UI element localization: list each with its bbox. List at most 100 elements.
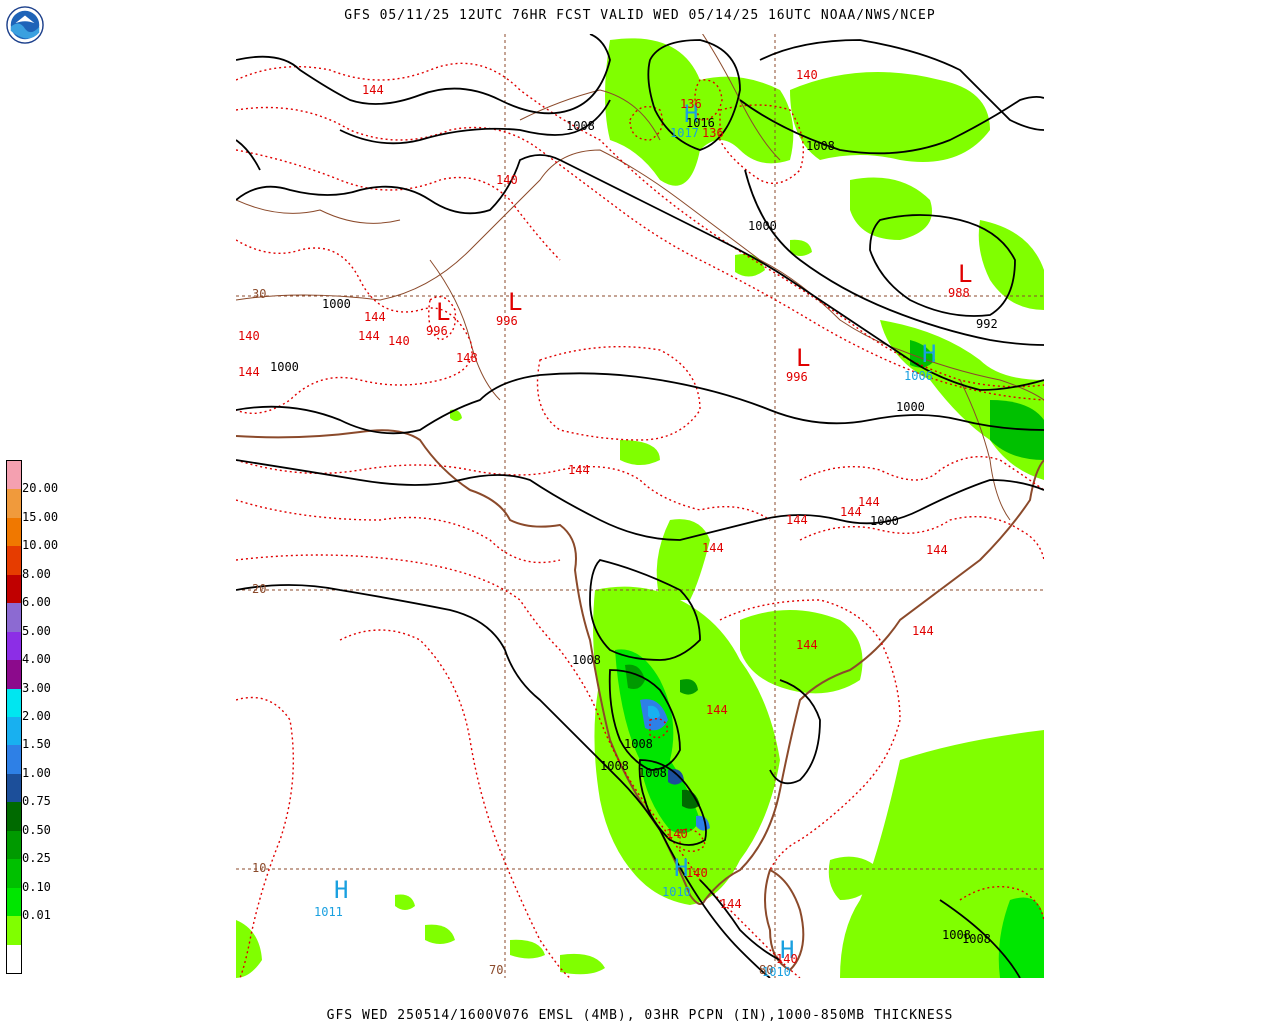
legend-swatch bbox=[7, 944, 21, 973]
thickness-label: 144 bbox=[706, 703, 728, 717]
isobar-label: 1000 bbox=[270, 360, 299, 374]
legend-swatch bbox=[7, 773, 21, 803]
isobar-label: 1008 bbox=[942, 928, 971, 942]
low-pressure-value: 996 bbox=[426, 324, 448, 338]
forecast-title: GFS 05/11/25 12UTC 76HR FCST VALID WED 0… bbox=[344, 8, 936, 23]
isobar-label: 1000 bbox=[870, 514, 899, 528]
legend-label: 3.00 bbox=[22, 680, 51, 695]
thickness-label: 144 bbox=[364, 310, 386, 324]
isobar-label: 1008 bbox=[962, 932, 991, 946]
precipitation-shading bbox=[236, 38, 1044, 978]
high-pressure-value: 1011 bbox=[314, 905, 343, 919]
legend-label: 0.10 bbox=[22, 879, 51, 894]
legend-label: 0.50 bbox=[22, 822, 51, 837]
thickness-label: 140 bbox=[776, 952, 798, 966]
thickness-label: 144 bbox=[796, 638, 818, 652]
legend-swatch bbox=[7, 916, 21, 945]
legend-label: 2.00 bbox=[22, 709, 51, 723]
thickness-label: 140 bbox=[238, 329, 260, 343]
legend-label: 20.00 bbox=[22, 481, 59, 496]
lon-label: 80 bbox=[759, 963, 773, 977]
low-pressure-letter: L bbox=[796, 344, 810, 372]
legend-swatch bbox=[7, 631, 21, 661]
legend-swatch bbox=[7, 517, 21, 547]
thickness-label: 144 bbox=[568, 463, 590, 477]
low-pressure-value: 996 bbox=[786, 370, 808, 384]
high-pressure-letter: H bbox=[684, 100, 698, 128]
thickness-label: 144 bbox=[358, 329, 380, 343]
high-pressure-value: 1006 bbox=[904, 369, 933, 383]
thickness-label: 148 bbox=[456, 351, 478, 365]
legend-label: 1.00 bbox=[22, 765, 51, 780]
legend-swatch bbox=[7, 574, 21, 604]
thickness-label: 136 bbox=[680, 97, 702, 111]
isobar-label: 1016 bbox=[686, 116, 715, 130]
product-description: GFS WED 250514/1600V076 EMSL (4MB), 03HR… bbox=[326, 1008, 954, 1023]
legend-swatch bbox=[7, 802, 21, 831]
thickness-label: 140 bbox=[686, 866, 708, 880]
thickness-label: 140 bbox=[796, 68, 818, 82]
thickness-label: 144 bbox=[720, 897, 742, 911]
legend-swatch bbox=[7, 688, 21, 717]
legend-label: 0.01 bbox=[22, 908, 51, 923]
high-pressure-letter: H bbox=[674, 854, 688, 882]
legend-label: 0.25 bbox=[22, 851, 51, 866]
isobar-label: 1008 bbox=[566, 119, 595, 133]
legend-label: 10.00 bbox=[22, 538, 59, 553]
isobar-label: 1000 bbox=[748, 219, 777, 233]
thickness-label: 144 bbox=[362, 83, 384, 97]
lon-label: 70 bbox=[489, 963, 503, 977]
lat-label: 10 bbox=[252, 861, 266, 875]
low-pressure-letter: L bbox=[508, 288, 522, 316]
legend-label: 4.00 bbox=[22, 652, 51, 667]
high-pressure-letter: H bbox=[922, 340, 936, 368]
isobar-label: 1008 bbox=[624, 737, 653, 751]
high-pressure-letter: H bbox=[780, 936, 794, 964]
legend-swatch bbox=[7, 546, 21, 575]
noaa-logo-icon bbox=[6, 6, 44, 44]
thickness-label: 144 bbox=[926, 543, 948, 557]
lat-label: 20 bbox=[252, 582, 266, 596]
legend-label: 0.75 bbox=[22, 794, 51, 809]
isobar-label: 1008 bbox=[600, 759, 629, 773]
high-pressure-value: 1010 bbox=[662, 885, 691, 899]
low-pressure-letter: L bbox=[958, 260, 972, 288]
thickness-label: 140 bbox=[496, 173, 518, 187]
low-pressure-value: 996 bbox=[496, 314, 518, 328]
lat-label: 30 bbox=[252, 287, 266, 301]
legend-label: 15.00 bbox=[22, 509, 59, 524]
isobar-label: 1008 bbox=[806, 139, 835, 153]
thickness-label: 140 bbox=[388, 334, 410, 348]
thickness-label: 140 bbox=[666, 827, 688, 841]
precipitation-legend bbox=[6, 460, 22, 974]
high-pressure-letter: H bbox=[334, 876, 348, 904]
legend-label: 5.00 bbox=[22, 623, 51, 638]
thickness-label: 144 bbox=[912, 624, 934, 638]
legend-swatch bbox=[7, 717, 21, 746]
legend-swatch bbox=[7, 461, 21, 490]
low-pressure-letter: L bbox=[436, 298, 450, 326]
map-labels: 30 20 10 70 80 L 988 L 996 L 996 L 996 H… bbox=[238, 68, 998, 979]
legend-swatch bbox=[7, 660, 21, 689]
legend-label: 1.50 bbox=[22, 737, 51, 752]
thickness-label: 144 bbox=[858, 495, 880, 509]
country-borders bbox=[236, 34, 1044, 521]
thickness-label: 144 bbox=[238, 365, 260, 379]
high-pressure-value: 1010 bbox=[762, 965, 791, 979]
legend-swatch bbox=[7, 603, 21, 632]
thickness-label: 144 bbox=[786, 513, 808, 527]
isobar-label: 1000 bbox=[896, 400, 925, 414]
isobar-label: 1000 bbox=[322, 297, 351, 311]
legend-swatch bbox=[7, 745, 21, 774]
thickness-contours bbox=[236, 62, 1044, 978]
legend-swatch bbox=[7, 830, 21, 860]
thickness-label: 144 bbox=[702, 541, 724, 555]
legend-swatch bbox=[7, 887, 21, 917]
isobar-label: 1008 bbox=[638, 766, 667, 780]
thickness-label: 136 bbox=[702, 126, 724, 140]
legend-swatch bbox=[7, 859, 21, 888]
legend-label: 6.00 bbox=[22, 595, 51, 610]
legend-swatch bbox=[7, 489, 21, 518]
